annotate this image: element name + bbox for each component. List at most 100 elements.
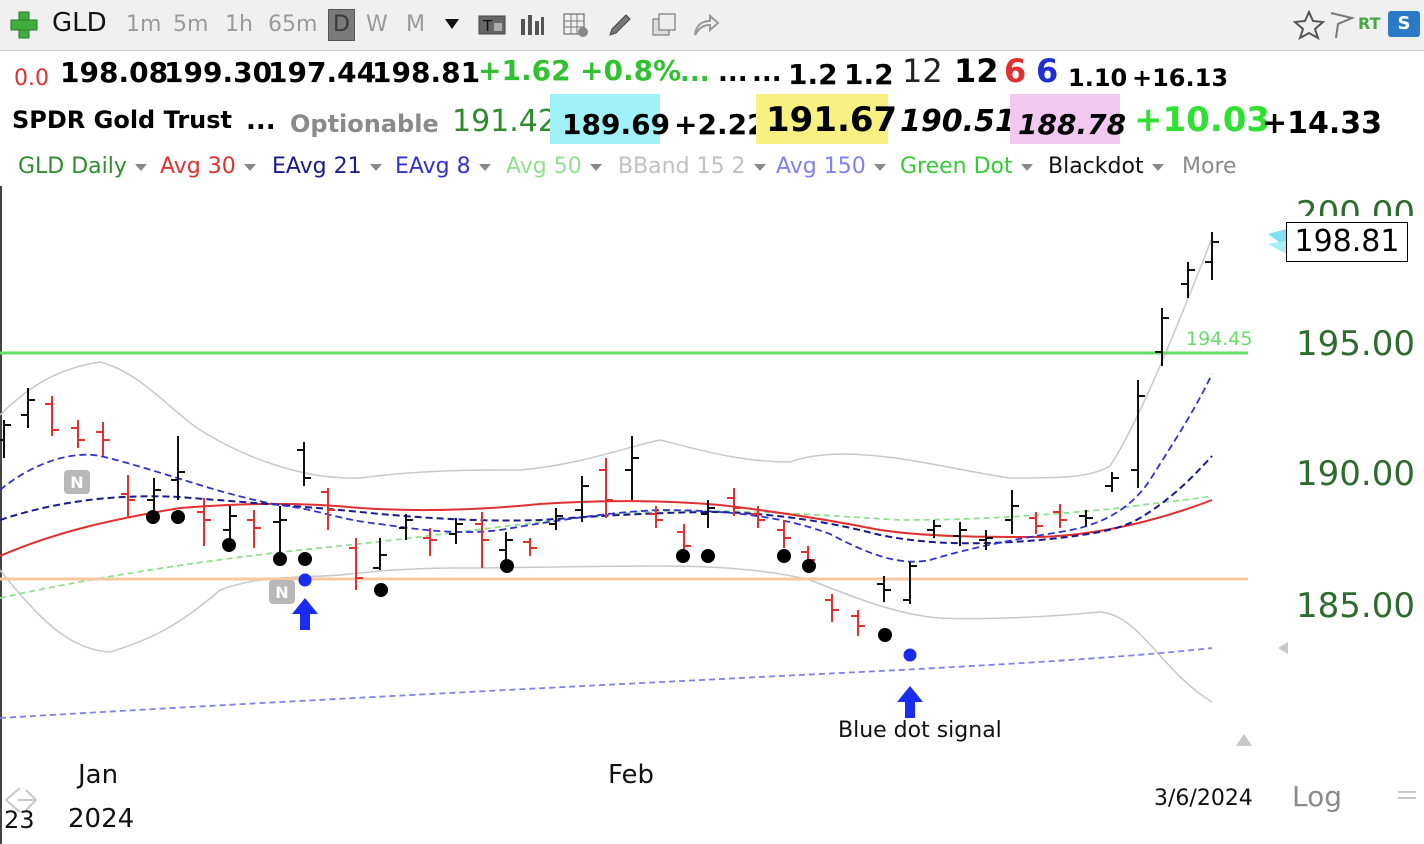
study-avg30[interactable]: Avg 30 (160, 154, 256, 179)
blackdot-marker (298, 552, 312, 566)
study-green-dot[interactable]: Green Dot (900, 154, 1033, 179)
study-label: Avg 50 (506, 154, 582, 179)
bar-chart-icon[interactable] (518, 11, 546, 39)
cyan-highlight (550, 94, 660, 144)
pencil-icon[interactable] (606, 11, 634, 39)
timeframe-daily[interactable]: D (328, 9, 355, 41)
security-name: SPDR Gold Trust (12, 106, 232, 134)
ohlc-bar (147, 478, 161, 510)
flag-icon[interactable] (1328, 10, 1356, 40)
name-dots: ... (246, 106, 276, 136)
blackdots (146, 510, 892, 642)
menu-lines-icon (1398, 791, 1416, 799)
ohlc-bar (45, 396, 59, 436)
last-price-marker-2 (1268, 240, 1290, 256)
last-price-label: 198.81 (1286, 222, 1408, 262)
ohlc-bar (247, 510, 261, 548)
avg150-line (0, 647, 1213, 719)
value-1: 1.2 (788, 58, 838, 91)
study-legend: GLD Daily Avg 30 EAvg 21 EAvg 8 Avg 50 B… (0, 150, 1424, 186)
rt-icon[interactable]: RT (1358, 14, 1381, 33)
n-marker-2 (269, 580, 295, 604)
ohlc-bar (321, 488, 335, 530)
timeframe-5m[interactable]: 5m (173, 12, 209, 37)
price-label-195: 195.00 (1296, 324, 1415, 364)
ohlc-bar (575, 476, 589, 522)
study-blackdot[interactable]: Blackdot (1048, 154, 1164, 179)
quote-row-2: SPDR Gold Trust ... Optionable 191.42 18… (0, 94, 1424, 144)
blackdot-marker (878, 628, 892, 642)
ohlc-bar (96, 422, 110, 456)
study-label: EAvg 8 (395, 154, 471, 179)
more-button[interactable]: More (1182, 154, 1237, 179)
eavg8-line (0, 373, 1213, 563)
x-label-date: 3/6/2024 (1154, 786, 1253, 811)
add-symbol-icon[interactable] (8, 9, 40, 41)
pink-highlight (1010, 94, 1120, 144)
dots-green: ... (680, 58, 710, 88)
close-value: 198.81 (372, 56, 481, 89)
share-icon[interactable] (692, 11, 720, 39)
text-tool-icon[interactable]: T (478, 11, 506, 39)
blackdot-marker (676, 549, 690, 563)
navigate-icon (5, 787, 37, 813)
s-icon[interactable]: S (1388, 11, 1420, 37)
grid-settings-icon[interactable] (562, 11, 590, 39)
bband-upper (0, 237, 1213, 479)
ohlc-bar (851, 610, 865, 636)
blackdot-marker (777, 549, 791, 563)
ohlc-bar (825, 594, 839, 622)
window-icon[interactable] (650, 11, 678, 39)
study-label: Avg 150 (776, 154, 866, 179)
ohlc-bar (21, 388, 35, 428)
ohlc-bar (0, 420, 11, 458)
study-eavg8[interactable]: EAvg 8 (395, 154, 491, 179)
ohlc-bar (1005, 490, 1019, 534)
svg-text:T: T (482, 17, 493, 35)
star-icon[interactable] (1293, 10, 1325, 40)
price-label-185: 185.00 (1296, 586, 1415, 626)
ohlc-bar (903, 562, 917, 604)
study-avg150[interactable]: Avg 150 (776, 154, 886, 179)
study-avg50[interactable]: Avg 50 (506, 154, 602, 179)
n-marker-1 (64, 470, 90, 494)
open-value: 198.08 (60, 56, 169, 89)
price-3: +2.22 (674, 108, 767, 141)
blackdot-marker (374, 583, 388, 597)
timeframe-1h[interactable]: 1h (225, 12, 253, 37)
timeframe-dropdown-icon[interactable] (444, 18, 460, 30)
ohlc-bar (523, 538, 537, 556)
blackdot-marker (802, 559, 816, 573)
count-4: 6 (1036, 52, 1059, 90)
value-2: 1.2 (844, 58, 894, 91)
log-scale-toggle[interactable]: Log (1292, 780, 1343, 813)
price-7: +10.03 (1134, 100, 1271, 140)
study-label: BBand 15 2 (618, 154, 746, 179)
ohlc-bar (449, 518, 463, 544)
price-1: 191.42 (452, 104, 557, 139)
ohlc-bar (1205, 232, 1219, 280)
n-marker-2-label: N (275, 583, 289, 602)
ohlc-bar (223, 506, 237, 540)
ohlc-bar (1053, 504, 1067, 528)
study-bband[interactable]: BBand 15 2 (618, 154, 766, 179)
ohlc-bar (953, 522, 967, 546)
timeframe-1m[interactable]: 1m (126, 12, 162, 37)
blackdot-marker (146, 510, 160, 524)
symbol-label[interactable]: GLD (52, 8, 107, 38)
ohlc-bar (475, 512, 489, 568)
ohlc-bar (625, 436, 639, 500)
ohlc-bar (121, 475, 135, 518)
study-gld-daily[interactable]: GLD Daily (18, 154, 147, 179)
study-label: GLD Daily (18, 154, 127, 179)
timeframe-65m[interactable]: 65m (268, 12, 318, 37)
x-label-feb: Feb (608, 760, 655, 790)
x-label-jan: Jan (78, 760, 119, 790)
timeframe-weekly[interactable]: W (366, 12, 388, 37)
blackdot-marker (273, 552, 287, 566)
study-eavg21[interactable]: EAvg 21 (272, 154, 382, 179)
timeframe-monthly[interactable]: M (406, 12, 425, 37)
yellow-highlight (756, 94, 888, 144)
high-value: 199.30 (164, 56, 273, 89)
